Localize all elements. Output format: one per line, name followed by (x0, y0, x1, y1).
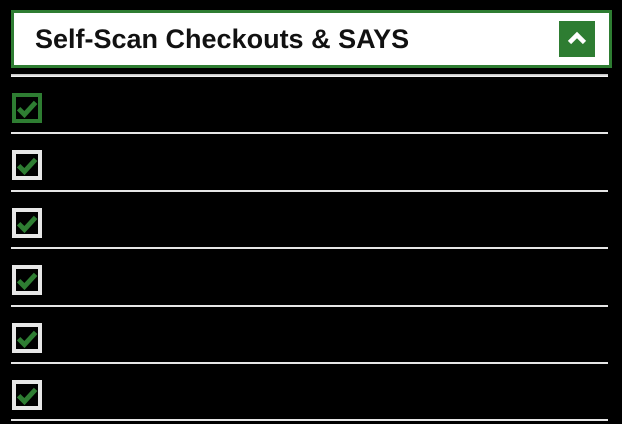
list-item[interactable] (0, 192, 622, 247)
checkmark-icon (13, 266, 41, 294)
row-divider (11, 419, 608, 422)
row-divider (11, 304, 608, 307)
checkmark-icon (13, 151, 41, 179)
checkbox-unchecked[interactable] (12, 379, 42, 410)
row-divider (11, 361, 608, 364)
row-divider (11, 132, 608, 135)
checkmark-icon (13, 94, 41, 122)
dropdown-selected-field[interactable]: Self-Scan Checkouts & SAYS (11, 10, 612, 68)
list-item[interactable] (0, 134, 622, 189)
row-divider (11, 189, 608, 192)
chevron-up-icon (564, 26, 590, 52)
checkbox-unchecked[interactable] (12, 150, 42, 181)
list-item[interactable] (0, 249, 622, 304)
list-item[interactable] (0, 364, 622, 419)
checkmark-icon (13, 209, 41, 237)
checkbox-list (0, 77, 622, 422)
list-item[interactable] (0, 77, 622, 132)
dropdown-collapse-button[interactable] (559, 21, 595, 57)
checkbox-unchecked[interactable] (12, 207, 42, 238)
checkmark-icon (13, 324, 41, 352)
dropdown-selected-value: Self-Scan Checkouts & SAYS (35, 23, 410, 54)
checkbox-unchecked[interactable] (12, 265, 42, 296)
row-divider (11, 247, 608, 250)
field-divider (11, 74, 608, 77)
checkmark-icon (13, 381, 41, 409)
checkbox-checked[interactable] (12, 93, 42, 123)
list-item[interactable] (0, 307, 622, 362)
checkbox-unchecked[interactable] (12, 322, 42, 353)
